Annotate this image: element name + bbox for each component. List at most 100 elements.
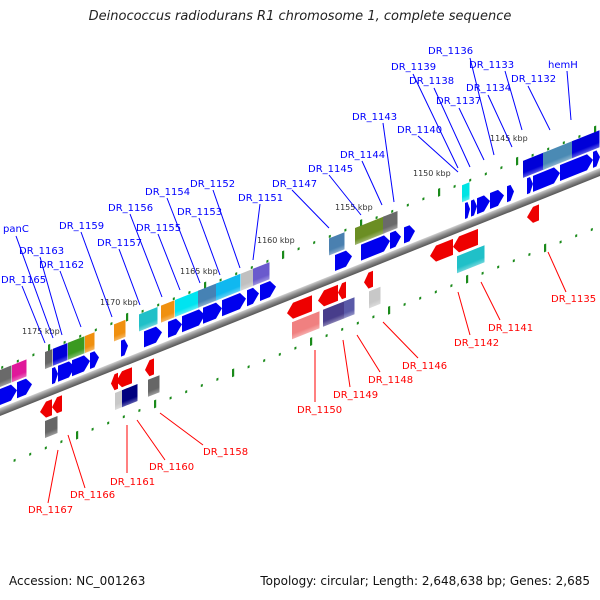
ruler-tick bbox=[434, 290, 437, 294]
gene-leader-line bbox=[527, 85, 551, 131]
ruler-tick bbox=[122, 415, 125, 419]
gene-label: DR_1137 bbox=[436, 96, 481, 107]
ruler-tick bbox=[294, 346, 297, 350]
ruler-tick bbox=[356, 321, 359, 325]
gene-label: DR_1162 bbox=[39, 260, 84, 271]
forward-gene-arrow bbox=[533, 167, 560, 192]
reverse-gene-arrow bbox=[287, 295, 312, 319]
ruler-major-tick bbox=[310, 337, 313, 347]
gene-box-shade bbox=[115, 390, 123, 411]
ruler-tick bbox=[157, 303, 160, 307]
ruler-major-tick bbox=[126, 312, 129, 322]
ruler-major-tick bbox=[544, 243, 547, 253]
map-title: Deinococcus radiodurans R1 chromosome 1,… bbox=[88, 9, 512, 24]
reverse-gene-arrow bbox=[453, 228, 478, 253]
gene-label: DR_1143 bbox=[352, 112, 397, 123]
gene-box-shade bbox=[114, 319, 126, 342]
ruler-label: 1150 kbp bbox=[413, 169, 451, 178]
gene-label: DR_1151 bbox=[238, 193, 283, 204]
ruler-major-tick bbox=[282, 250, 285, 260]
gene-leader-line bbox=[136, 419, 166, 461]
reverse-gene-arrow bbox=[527, 204, 539, 223]
ruler-tick bbox=[406, 203, 409, 207]
forward-gene-arrow bbox=[390, 230, 401, 250]
ruler-tick bbox=[200, 383, 203, 388]
ruler-tick bbox=[107, 421, 110, 425]
gene-leader-line bbox=[412, 73, 459, 169]
ruler-tick bbox=[110, 322, 113, 326]
forward-gene-arrow bbox=[335, 250, 352, 272]
ruler-tick bbox=[372, 315, 375, 319]
gene-leader-line bbox=[59, 270, 82, 328]
ruler-tick bbox=[422, 197, 425, 201]
forward-gene-arrow bbox=[17, 378, 32, 399]
gene-box-shade bbox=[139, 307, 158, 332]
ruler-label: 1155 kbp bbox=[335, 203, 373, 212]
gene-box-shade bbox=[45, 349, 53, 370]
gene-leader-line bbox=[21, 285, 46, 344]
ruler-tick bbox=[141, 309, 144, 313]
ruler-tick bbox=[450, 284, 453, 288]
gene-leader-line bbox=[39, 256, 63, 336]
ruler-label: 1145 kbp bbox=[490, 134, 528, 143]
reverse-gene-arrow bbox=[145, 358, 154, 377]
gene-box-shade bbox=[161, 300, 175, 323]
gene-label: DR_1135 bbox=[551, 294, 596, 305]
ruler-tick bbox=[216, 377, 219, 381]
gene-box-shade bbox=[344, 297, 355, 319]
gene-box-shade bbox=[68, 336, 85, 360]
reverse-gene-arrow bbox=[116, 367, 132, 388]
gene-label: DR_1163 bbox=[19, 246, 64, 257]
gene-label: DR_1144 bbox=[340, 150, 385, 161]
ruler-tick bbox=[263, 358, 266, 363]
ruler-tick bbox=[497, 265, 500, 269]
gene-label: DR_1148 bbox=[368, 375, 413, 386]
gene-box-shade bbox=[12, 359, 27, 383]
gene-label: DR_1146 bbox=[402, 361, 447, 372]
forward-gene-arrow bbox=[144, 326, 162, 348]
ruler-tick bbox=[484, 172, 487, 176]
ruler-tick bbox=[481, 271, 484, 275]
forward-gene-arrow bbox=[121, 339, 128, 357]
ruler-tick bbox=[547, 147, 550, 151]
reverse-gene-arrow bbox=[40, 399, 52, 418]
ruler-tick bbox=[500, 166, 503, 170]
forward-gene-arrow bbox=[527, 177, 533, 195]
forward-gene-arrow bbox=[361, 235, 390, 261]
gene-box-shade bbox=[572, 130, 600, 159]
ruler-tick bbox=[44, 446, 47, 450]
ruler-tick bbox=[559, 240, 562, 244]
gene-leader-line bbox=[356, 334, 381, 373]
ruler-tick bbox=[562, 141, 565, 145]
ruler-tick bbox=[575, 234, 578, 238]
ruler-tick bbox=[453, 184, 456, 189]
gene-leader-line bbox=[291, 189, 330, 229]
gene-label: DR_1145 bbox=[308, 164, 353, 175]
ruler-tick bbox=[278, 352, 281, 356]
gene-label: DR_1150 bbox=[297, 405, 342, 416]
gene-box-shade bbox=[323, 301, 345, 327]
gene-box-shade bbox=[543, 140, 575, 170]
gene-label: DR_1134 bbox=[466, 83, 511, 94]
ruler-tick bbox=[469, 178, 472, 182]
gene-box-shade bbox=[292, 311, 320, 340]
ruler-label: 1160 kbp bbox=[257, 236, 295, 245]
gene-leader-line bbox=[47, 449, 59, 504]
forward-gene-arrow bbox=[203, 302, 222, 324]
gene-box-shade bbox=[198, 283, 218, 308]
ruler-tick bbox=[138, 408, 141, 413]
ruler-tick bbox=[185, 390, 188, 394]
gene-leader-line bbox=[547, 251, 567, 293]
ruler-tick bbox=[188, 290, 191, 295]
gene-box-shade bbox=[355, 216, 385, 246]
ruler-tick bbox=[29, 452, 32, 456]
gene-label: DR_1165 bbox=[1, 275, 46, 286]
chromosome-backbone bbox=[0, 166, 600, 418]
gene-label: DR_1161 bbox=[110, 477, 155, 488]
ruler-tick bbox=[79, 334, 82, 338]
gene-box-shade bbox=[122, 384, 138, 408]
gene-leader-line bbox=[198, 217, 221, 276]
reverse-gene-arrow bbox=[52, 395, 62, 414]
reverse-gene-arrow bbox=[111, 372, 118, 391]
ruler-tick bbox=[250, 265, 253, 270]
